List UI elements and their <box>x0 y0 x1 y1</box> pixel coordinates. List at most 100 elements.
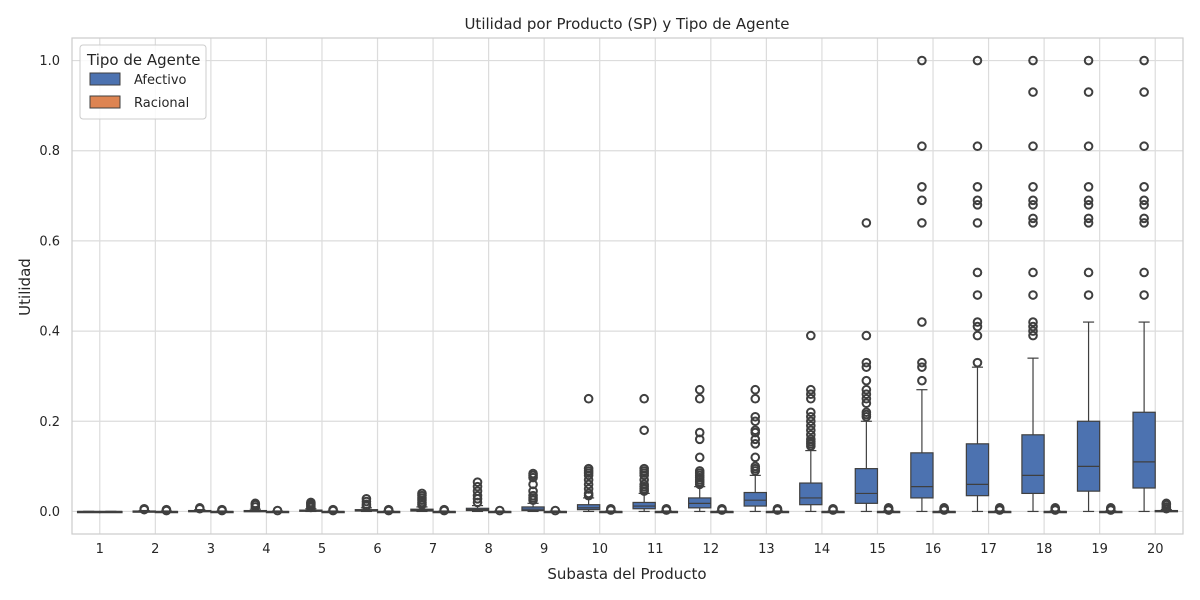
box-afectivo-12 <box>688 384 712 513</box>
x-tick-label: 15 <box>869 542 886 557</box>
outlier-point <box>606 503 616 514</box>
outlier-point <box>528 468 538 479</box>
outlier-point <box>472 477 483 487</box>
outlier-point <box>917 317 927 327</box>
outlier-point <box>972 267 983 278</box>
x-tick-label: 8 <box>484 542 492 557</box>
outlier-point <box>917 357 927 368</box>
outlier-point <box>1028 317 1038 327</box>
box-iqr <box>576 504 601 511</box>
outlier-point <box>1139 87 1149 97</box>
box-afectivo-18 <box>1021 55 1045 513</box>
box-iqr <box>1076 420 1101 492</box>
outlier-point <box>861 389 872 400</box>
outlier-point <box>583 463 594 474</box>
outlier-point <box>917 218 927 228</box>
outlier-point <box>750 416 761 427</box>
outlier-point <box>472 481 483 492</box>
box-iqr <box>854 468 879 504</box>
outlier-point <box>439 504 449 515</box>
outlier-point <box>772 503 783 514</box>
legend-label-afectivo: Afectivo <box>134 73 187 88</box>
outlier-point <box>694 466 705 476</box>
outlier-point <box>750 411 761 422</box>
outlier-point <box>717 503 727 514</box>
outlier-point <box>994 503 1005 513</box>
outlier-point <box>639 463 649 474</box>
box-racional-16 <box>932 503 956 515</box>
outlier-point <box>1083 200 1094 210</box>
legend-title: Tipo de Agente <box>86 51 200 69</box>
box-afectivo-11 <box>632 393 656 513</box>
outlier-point <box>361 494 372 504</box>
outlier-point <box>750 439 761 449</box>
outlier-point <box>1161 498 1172 509</box>
outlier-point <box>1028 87 1038 97</box>
outlier-point <box>972 330 983 341</box>
outlier-point <box>883 503 894 513</box>
outlier-point <box>750 461 761 472</box>
x-tick-label: 17 <box>980 542 997 557</box>
outlier-point <box>917 195 927 206</box>
x-tick-label: 1 <box>96 542 104 557</box>
x-tick-label: 16 <box>925 542 942 557</box>
outlier-point <box>861 357 872 368</box>
box-iqr <box>1021 434 1045 495</box>
box-afectivo-3 <box>188 503 212 514</box>
box-racional-15 <box>876 503 901 515</box>
outlier-point <box>583 488 594 499</box>
outlier-point <box>583 393 594 404</box>
outlier-point <box>583 484 594 494</box>
outlier-point <box>972 290 983 300</box>
outlier-point <box>861 218 872 228</box>
outlier-point <box>694 393 705 404</box>
outlier-point <box>1028 200 1038 210</box>
x-tick-label: 11 <box>647 542 664 557</box>
outlier-point <box>272 505 283 516</box>
outlier-point <box>828 503 838 514</box>
y-tick-label: 0.0 <box>39 505 60 520</box>
box-afectivo-5 <box>299 497 323 513</box>
box-afectivo-10 <box>576 393 601 513</box>
box-racional-13 <box>765 503 790 515</box>
outlier-point <box>861 384 872 395</box>
outlier-point <box>861 375 872 386</box>
outlier-point <box>972 200 983 210</box>
box-iqr <box>1132 411 1156 489</box>
y-tick-label: 0.2 <box>39 415 60 430</box>
outlier-point <box>1083 213 1094 224</box>
outlier-point <box>806 393 816 404</box>
box-afectivo-13 <box>743 384 767 513</box>
outlier-point <box>806 384 816 395</box>
outlier-point <box>1050 503 1061 513</box>
box-afectivo-14 <box>799 330 823 513</box>
outlier-point <box>917 55 927 66</box>
outlier-point <box>583 479 594 490</box>
outlier-point <box>1139 141 1149 152</box>
outlier-point <box>1139 200 1149 210</box>
outlier-point <box>1028 195 1038 206</box>
x-tick-label: 10 <box>591 542 608 557</box>
outlier-point <box>750 393 761 404</box>
outlier-point <box>1083 141 1094 152</box>
box-racional-19 <box>1099 503 1123 515</box>
outlier-point <box>1028 182 1038 192</box>
marks-layer <box>76 55 1179 516</box>
box-racional-4 <box>265 505 290 516</box>
box-afectivo-15 <box>854 218 879 513</box>
grid-layer <box>72 38 1183 534</box>
outlier-point <box>750 425 761 436</box>
outlier-point <box>806 411 816 422</box>
box-racional-12 <box>710 503 734 515</box>
outlier-point <box>472 486 483 496</box>
outlier-point <box>1083 195 1094 206</box>
x-axis-label: Subasta del Producto <box>547 565 706 583</box>
outlier-point <box>861 362 872 372</box>
outlier-point <box>694 384 705 395</box>
x-tick-label: 20 <box>1147 542 1164 557</box>
x-tick-label: 3 <box>207 542 215 557</box>
box-racional-8 <box>488 505 512 516</box>
legend: Tipo de Agente Afectivo Racional <box>79 44 207 120</box>
box-racional-18 <box>1043 503 1067 515</box>
